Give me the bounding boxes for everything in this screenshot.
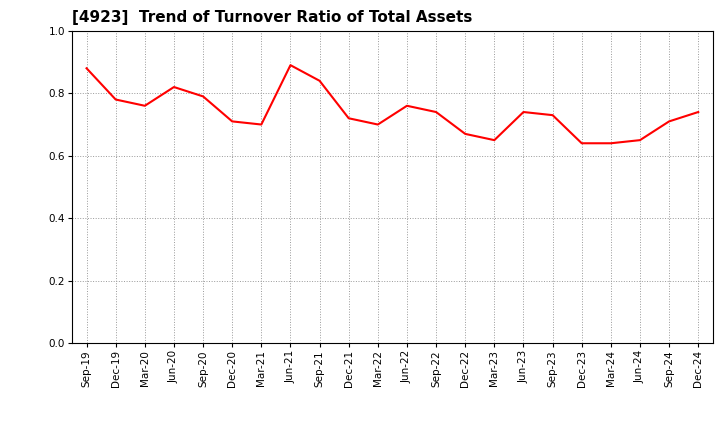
Text: [4923]  Trend of Turnover Ratio of Total Assets: [4923] Trend of Turnover Ratio of Total … xyxy=(72,11,472,26)
